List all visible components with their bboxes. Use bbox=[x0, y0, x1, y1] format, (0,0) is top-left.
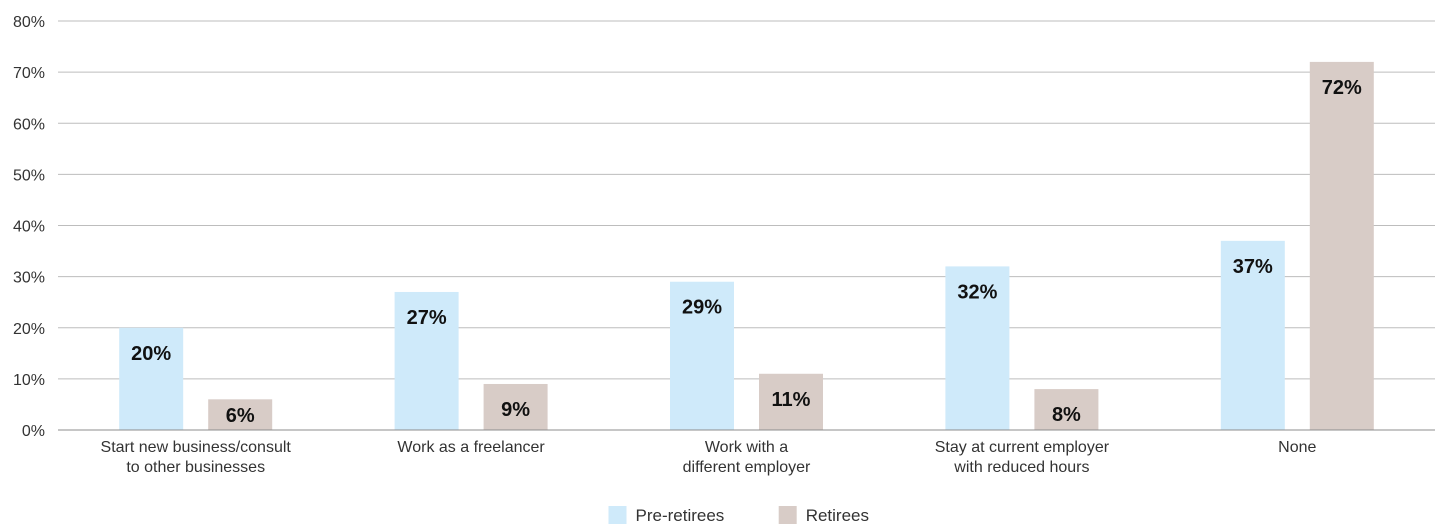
data-label: 20% bbox=[131, 343, 171, 365]
data-label: 37% bbox=[1233, 256, 1273, 278]
category-label: to other businesses bbox=[126, 459, 265, 476]
data-labels: 20% 6% 27% 9% 29% 11% 32% 8% 37% 72% bbox=[131, 77, 1362, 427]
legend-label: Pre-retirees bbox=[636, 506, 725, 525]
y-tick-label: 50% bbox=[13, 167, 45, 184]
bar-retirees-4 bbox=[1034, 389, 1099, 430]
data-label: 6% bbox=[226, 405, 255, 427]
bar-retirees-3 bbox=[759, 373, 823, 430]
data-label: 32% bbox=[957, 281, 997, 303]
legend-swatch bbox=[778, 506, 797, 524]
data-label: 9% bbox=[501, 399, 530, 421]
category-label: with reduced hours bbox=[953, 459, 1089, 476]
y-axis-tick-labels: 0% 10% 20% 30% 40% 50% 60% 70% 80% bbox=[13, 14, 45, 440]
y-tick-label: 70% bbox=[13, 65, 45, 82]
y-tick-label: 0% bbox=[22, 423, 45, 440]
bar-retirees-2 bbox=[483, 383, 548, 430]
category-label: Start new business/consult bbox=[101, 439, 292, 456]
bars bbox=[119, 61, 1374, 431]
y-tick-label: 20% bbox=[13, 321, 45, 338]
bar-pre-retirees-3 bbox=[670, 281, 734, 430]
y-tick-label: 60% bbox=[13, 116, 45, 133]
bar-retirees-5 bbox=[1309, 61, 1374, 431]
data-label: 29% bbox=[682, 297, 722, 319]
category-label: different employer bbox=[683, 459, 811, 476]
category-label: Stay at current employer bbox=[935, 439, 1110, 456]
y-tick-label: 10% bbox=[13, 372, 45, 389]
data-label: 8% bbox=[1052, 404, 1081, 426]
category-label: None bbox=[1278, 439, 1316, 456]
legend-swatch bbox=[608, 506, 627, 524]
data-label: 72% bbox=[1322, 77, 1362, 99]
bar-retirees-1 bbox=[208, 399, 273, 430]
bar-pre-retirees-2 bbox=[394, 291, 459, 430]
x-axis-category-labels: Start new business/consult to other busin… bbox=[101, 439, 1317, 476]
category-label: Work with a bbox=[705, 439, 788, 456]
y-tick-label: 40% bbox=[13, 219, 45, 236]
category-label: Work as a freelancer bbox=[397, 439, 545, 456]
bar-pre-retirees-1 bbox=[119, 327, 184, 430]
gridlines bbox=[58, 20, 1435, 380]
y-tick-label: 30% bbox=[13, 270, 45, 287]
data-label: 27% bbox=[407, 307, 447, 329]
data-label: 11% bbox=[772, 389, 811, 411]
bar-pre-retirees-4 bbox=[945, 266, 1010, 430]
legend-label: Retirees bbox=[806, 506, 869, 525]
y-tick-label: 80% bbox=[13, 14, 45, 31]
bar-pre-retirees-5 bbox=[1220, 240, 1285, 430]
legend: Pre-retirees Retirees bbox=[608, 506, 869, 525]
